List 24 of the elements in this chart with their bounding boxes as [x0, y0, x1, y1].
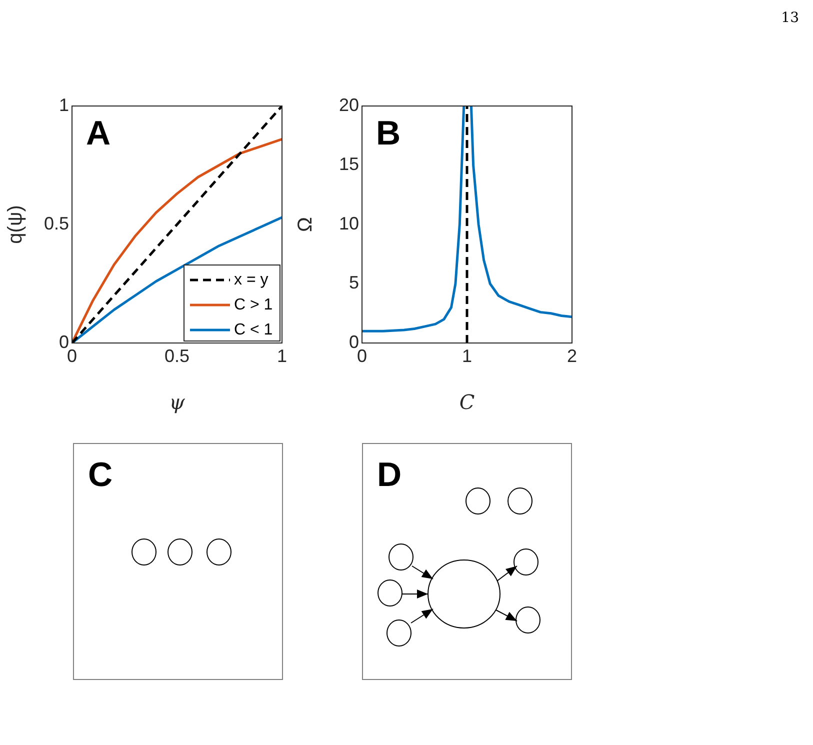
x-tick-label: 0.5 — [164, 346, 190, 366]
text: 13 — [781, 10, 799, 26]
y-tick-label: 10 — [338, 213, 359, 234]
y-tick-label: 15 — [338, 154, 359, 174]
y-tick-label: 0.5 — [44, 213, 69, 234]
legend-label: C > 1 — [234, 296, 273, 314]
chart-title: A — [86, 114, 111, 152]
x-axis-title: ψ — [169, 390, 186, 414]
y-tick-label: 20 — [338, 94, 359, 115]
chart-title: B — [376, 114, 401, 152]
y-tick-label: 1 — [58, 94, 69, 115]
y-axis-title: Ω — [294, 216, 317, 232]
y-axis-title: q(ψ) — [4, 205, 27, 244]
x-tick-label: 1 — [462, 346, 472, 366]
x-tick-label: 2 — [566, 346, 578, 366]
x-axis-title: C — [459, 390, 475, 414]
y-tick-label: 0 — [58, 332, 69, 352]
x-tick-label: 1 — [276, 346, 288, 366]
legend-label: C < 1 — [234, 321, 273, 338]
text: D — [377, 456, 402, 495]
text: C — [88, 456, 113, 495]
y-tick-label: 5 — [348, 272, 359, 293]
y-tick-label: 0 — [348, 332, 359, 352]
legend-label: x = y — [234, 271, 268, 288]
